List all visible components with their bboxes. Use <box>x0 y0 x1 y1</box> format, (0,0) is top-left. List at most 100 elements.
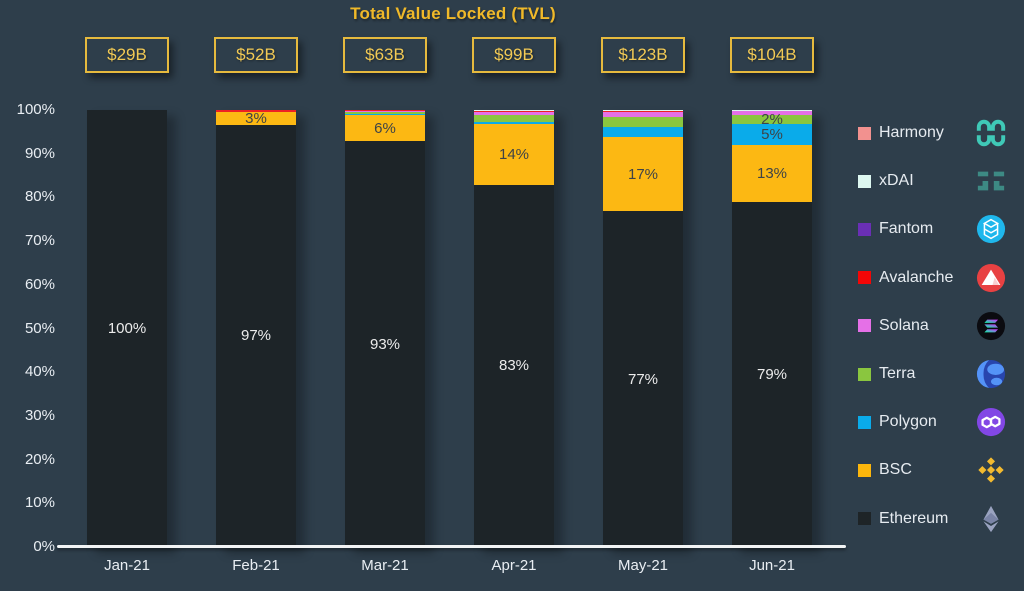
bsc-icon <box>976 455 1006 485</box>
legend-item-polygon: Polygon <box>858 406 1006 438</box>
bar-segment-solana <box>603 112 683 118</box>
bar-segment-polygon <box>603 126 683 138</box>
legend-swatch <box>858 415 871 429</box>
legend-label: Avalanche <box>879 268 954 286</box>
y-axis-tick-label: 80% <box>24 188 55 206</box>
legend-item-xdai: xDAI <box>858 165 1006 197</box>
polygon-icon <box>976 407 1006 437</box>
bar-segment-polygon <box>474 122 554 124</box>
bar-segment-solana <box>732 111 812 115</box>
x-axis-label: Apr-21 <box>491 557 537 574</box>
bar-segment-ethereum: 83% <box>474 184 554 547</box>
bar-segment-terra <box>474 114 554 123</box>
total-badge: $123B <box>601 37 685 73</box>
legend-swatch <box>858 126 871 140</box>
legend-item-bsc: BSC <box>858 454 1006 486</box>
stacked-bar-apr-21: 14% 83% <box>474 110 554 547</box>
legend-swatch <box>858 319 871 333</box>
bar-segment-solana <box>474 111 554 115</box>
legend-item-terra: Terra <box>858 358 1006 390</box>
stacked-bar-jan-21: 100% <box>87 110 167 547</box>
bar-segment-label: 79% <box>756 366 788 384</box>
x-axis-line <box>57 545 846 548</box>
bar-segment-label: 93% <box>369 335 401 353</box>
legend-label: Terra <box>879 365 916 382</box>
legend-label: BSC <box>879 461 912 479</box>
chart-title: Total Value Locked (TVL) <box>350 4 556 23</box>
stacked-bar-mar-21: 6% 93% <box>345 110 425 547</box>
bar-segment-xdai <box>474 110 554 111</box>
legend-label: Ethereum <box>879 509 949 527</box>
bar-segment-fantom <box>603 110 683 112</box>
legend-item-avalanche: Avalanche <box>858 262 1006 294</box>
bar-segment-label: 5% <box>761 126 783 143</box>
legend-swatch <box>858 463 871 477</box>
legend-swatch <box>858 367 871 381</box>
total-badge: $99B <box>472 37 556 73</box>
bar-segment-bsc: 14% <box>474 123 554 185</box>
bar-segment-label: 77% <box>627 370 659 388</box>
bar-segment-terra <box>603 117 683 127</box>
bar-segment-label: 97% <box>240 327 272 345</box>
legend-item-fantom: Fantom <box>858 213 1006 245</box>
y-axis-tick-label: 100% <box>16 101 55 118</box>
legend-item-solana: Solana <box>858 310 1006 342</box>
x-axis-label: Feb-21 <box>232 557 280 574</box>
bar-segment-bsc: 6% <box>345 115 425 142</box>
bar-segment-label: 13% <box>756 165 788 183</box>
x-axis-label: May-21 <box>617 557 669 574</box>
y-axis-tick-label: 40% <box>24 363 55 381</box>
ethereum-icon <box>976 504 1006 534</box>
legend-item-ethereum: Ethereum <box>858 503 1006 535</box>
legend-item-harmony: Harmony <box>858 117 1006 149</box>
bar-segment-label: 3% <box>245 109 267 127</box>
legend-label: xDAI <box>879 172 914 190</box>
fantom-icon <box>976 214 1006 244</box>
total-badge: $29B <box>85 37 169 73</box>
bar-segment-solana <box>345 111 425 113</box>
bar-segment-avalanche <box>216 110 296 112</box>
bar-segment-polygon: 5% <box>732 123 812 146</box>
bar-segment-ethereum: 93% <box>345 141 425 547</box>
bar-segment-bsc: 17% <box>603 137 683 212</box>
legend-label: Fantom <box>879 220 934 238</box>
x-axis-label: Mar-21 <box>361 557 409 574</box>
bar-segment-bsc: 3% <box>216 109 296 127</box>
bar-segment-ethereum: 77% <box>603 211 683 547</box>
legend-swatch <box>858 174 871 188</box>
bar-segment-label: 14% <box>498 145 530 163</box>
solana-icon <box>976 311 1006 341</box>
x-axis-label: Jan-21 <box>104 557 150 574</box>
legend-swatch <box>858 512 871 526</box>
bar-segment-ethereum: 100% <box>87 110 167 547</box>
bar-segment-avalanche <box>345 110 425 112</box>
stacked-bar-feb-21: 3% 97% <box>216 110 296 547</box>
y-axis-tick-label: 0% <box>33 538 55 555</box>
bar-segment-label: 100% <box>107 320 147 337</box>
bar-segment-ethereum: 97% <box>216 124 296 547</box>
bar-segment-terra <box>345 112 425 115</box>
harmony-icon <box>976 118 1006 148</box>
y-axis-tick-label: 30% <box>24 406 55 424</box>
stacked-bar-may-21: 17% 77% <box>603 110 683 547</box>
stacked-bar-jun-21: 2% 5% 13% 79% <box>732 110 812 547</box>
bar-segment-terra: 2% <box>732 110 812 128</box>
bar-segment-label: 83% <box>498 357 530 375</box>
legend-label: Solana <box>879 316 929 334</box>
total-badge: $52B <box>214 37 298 73</box>
legend-label: Polygon <box>879 413 937 431</box>
legend-label: Harmony <box>879 124 944 141</box>
legend-swatch <box>858 271 871 285</box>
y-axis-tick-label: 70% <box>24 232 55 250</box>
bar-segment-ethereum: 79% <box>732 202 812 547</box>
bar-segment-label: 2% <box>761 110 783 128</box>
y-axis-tick-label: 60% <box>24 275 55 293</box>
y-axis-tick-label: 50% <box>24 319 55 337</box>
bar-segment-label: 17% <box>627 165 659 183</box>
xdai-icon <box>976 166 1006 196</box>
total-badge: $63B <box>343 37 427 73</box>
bar-segment-label: 6% <box>374 119 396 137</box>
bar-segment-bsc: 13% <box>732 145 812 203</box>
y-axis-tick-label: 90% <box>24 144 55 162</box>
